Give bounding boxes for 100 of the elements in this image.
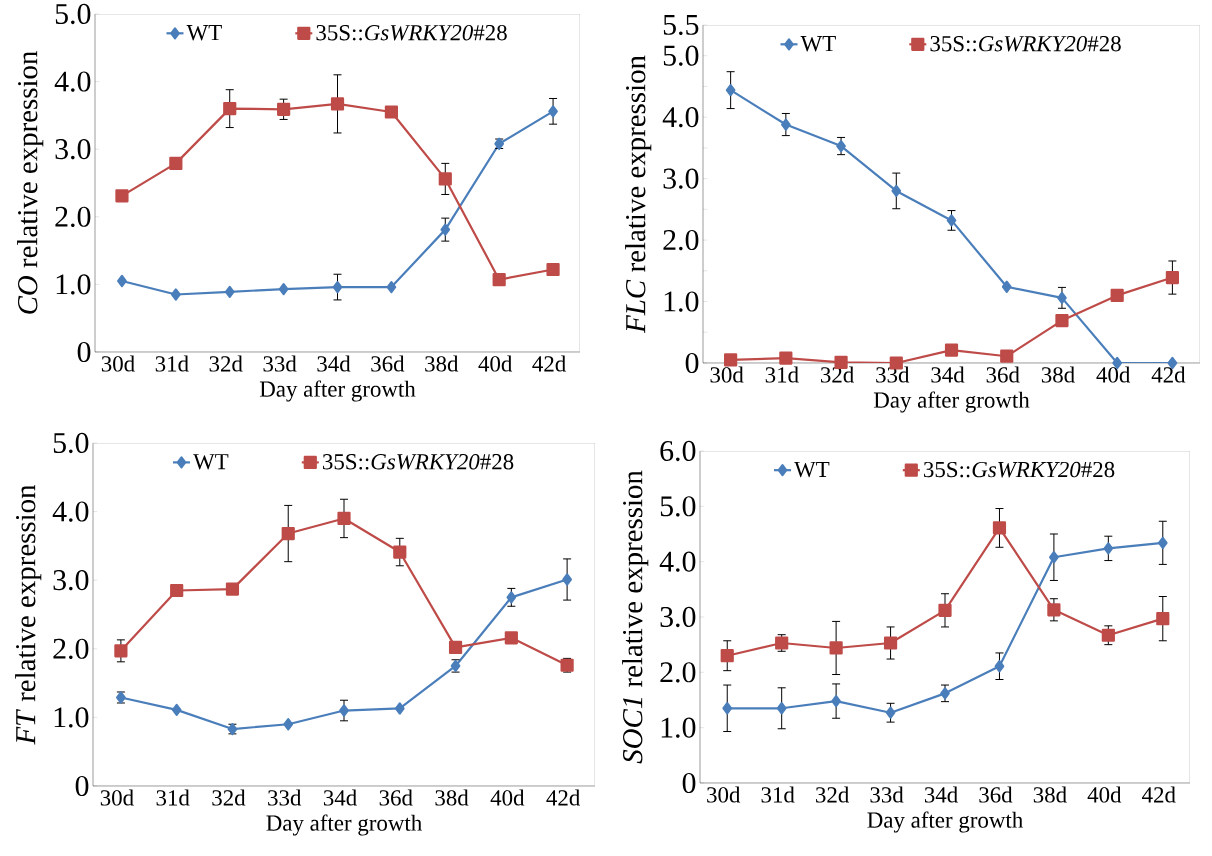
point (1165, 270, 1179, 285)
point (117, 274, 127, 288)
y-tick-label: 0 (682, 772, 696, 794)
y-tick-label: 5.0 (53, 432, 89, 454)
x-tick-label: 33d (263, 355, 297, 372)
point (332, 280, 343, 294)
y-tick-label: 0 (685, 352, 699, 374)
y-tick-label: 5.0 (663, 45, 699, 66)
x-tick-label: 30d (100, 789, 134, 806)
y-tick-label: 1.0 (661, 717, 696, 738)
point (492, 273, 506, 287)
x-tick-label: 32d (212, 789, 246, 806)
x-tick-label: 30d (710, 366, 744, 383)
x-tick-label: 36d (379, 789, 413, 806)
x-tick-label: 36d (986, 366, 1020, 383)
x-tick-label: 33d (876, 366, 910, 383)
point (831, 694, 841, 708)
x-tick-label: 31d (765, 366, 799, 383)
point (283, 718, 294, 731)
y-axis-title: FLC relative expression (625, 55, 652, 334)
point (277, 102, 291, 116)
x-tick-label: 32d (816, 786, 850, 803)
point (384, 105, 398, 119)
point (394, 702, 405, 715)
point (1001, 280, 1012, 293)
point (1057, 291, 1067, 304)
y-tick-label: 2.0 (55, 206, 91, 227)
x-tick-label: 40d (1087, 786, 1122, 803)
point (776, 702, 787, 715)
x-tick-label: 42d (1142, 786, 1176, 803)
point (722, 702, 733, 715)
point (546, 262, 560, 277)
x-tick-label: 32d (820, 366, 854, 383)
point (448, 640, 463, 655)
point (337, 511, 351, 526)
legend-label: 35S::GsWRKY20#28 (923, 461, 1115, 478)
y-tick-label: 6.0 (660, 440, 696, 462)
point (339, 704, 349, 717)
x-tick-label: 32d (209, 355, 243, 372)
x-tick-label: 33d (870, 786, 904, 803)
x-tick-label: 36d (371, 355, 405, 372)
point (994, 660, 1005, 673)
point (1110, 288, 1124, 302)
point (115, 189, 129, 203)
y-tick-label: 3.0 (660, 606, 696, 628)
x-tick-label: 42d (532, 355, 566, 372)
x-tick-label: 30d (707, 786, 741, 803)
point (1103, 542, 1114, 555)
y-tick-label: 5.0 (55, 3, 91, 25)
point (724, 353, 738, 367)
y-tick-label: 3.0 (55, 139, 91, 160)
point (224, 285, 235, 298)
y-tick-label: 2.0 (53, 638, 89, 659)
x-tick-label: 38d (1033, 786, 1067, 803)
y-tick-label: 1.0 (54, 707, 89, 728)
y-tick-label: 4.0 (52, 501, 89, 522)
legend-label: WT (794, 461, 830, 478)
point (781, 118, 791, 131)
point (114, 644, 128, 658)
point (504, 631, 518, 645)
point (779, 351, 793, 365)
point (992, 521, 1007, 535)
x-tick-label: 34d (323, 789, 357, 806)
point (720, 649, 734, 663)
point (506, 591, 517, 604)
x-tick-label: 31d (761, 786, 795, 803)
legend-label: 35S::GsWRKY20#28 (930, 35, 1121, 52)
x-axis-title: Day after growth (873, 391, 1030, 413)
y-tick-label: 0 (75, 775, 89, 797)
y-axis-title: FT relative expression (15, 484, 42, 745)
point (1000, 349, 1014, 363)
point (438, 172, 452, 186)
y-tick-label: 3.0 (53, 570, 89, 591)
x-tick-label: 38d (435, 789, 469, 806)
point (938, 603, 952, 617)
x-tick-label: 33d (268, 789, 302, 806)
y-tick-label: 2.0 (663, 229, 699, 251)
legend-label: WT (193, 454, 229, 470)
point (171, 703, 182, 716)
point (1101, 628, 1115, 642)
x-tick-label: 38d (425, 355, 459, 372)
y-axis-title: CO relative expression (17, 51, 44, 314)
point (725, 84, 736, 97)
point (386, 280, 397, 294)
x-tick-label: 34d (924, 786, 958, 803)
y-tick-label: 4.0 (659, 551, 696, 572)
point (225, 582, 240, 596)
x-tick-label: 38d (1041, 366, 1075, 383)
x-tick-label: 40d (478, 355, 513, 372)
x-tick-label: 42d (546, 789, 581, 806)
x-axis-title: Day after growth (867, 811, 1023, 833)
point (169, 156, 183, 170)
legend-label: 35S::GsWRKY20#28 (316, 24, 507, 41)
point (1157, 536, 1168, 549)
point (885, 706, 896, 719)
y-tick-label: 4.0 (662, 107, 699, 128)
y-tick-label: 1.0 (56, 274, 91, 295)
point (1049, 551, 1059, 564)
y-axis-title: SOC1 relative expression (622, 470, 649, 764)
point (281, 526, 295, 541)
